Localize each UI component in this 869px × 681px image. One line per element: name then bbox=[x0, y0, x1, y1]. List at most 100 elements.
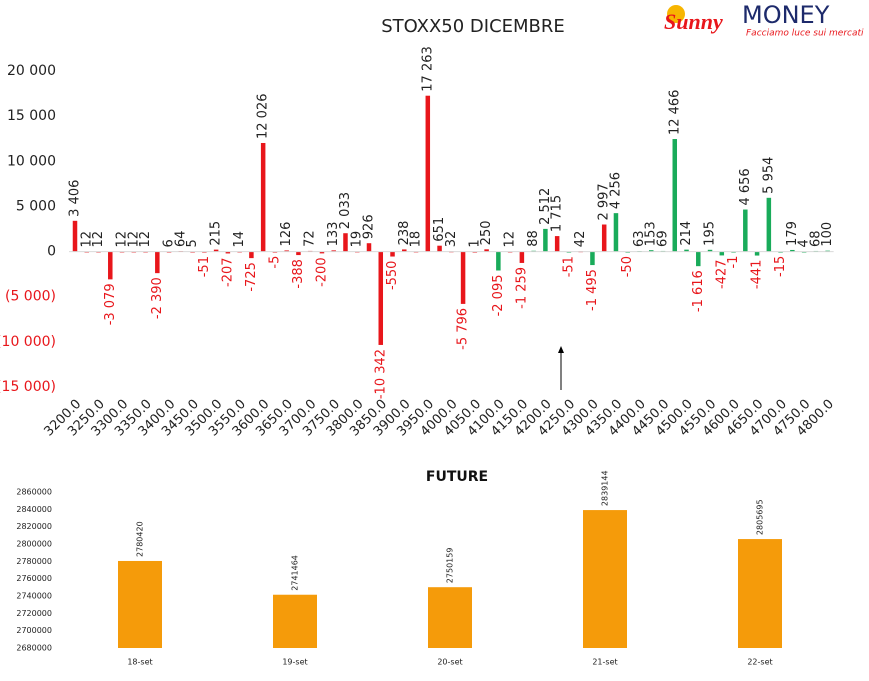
data-label: 32 bbox=[444, 231, 459, 248]
data-label: 4 656 bbox=[738, 168, 753, 205]
logo-sun bbox=[667, 5, 685, 23]
data-label: -3 079 bbox=[103, 283, 118, 325]
data-label: 4 bbox=[797, 239, 812, 247]
data-label: 2 512 bbox=[538, 188, 553, 225]
data-label: 126 bbox=[279, 222, 294, 247]
data-label: 12 bbox=[115, 231, 130, 248]
data-label: 215 bbox=[209, 221, 224, 246]
data-label: 2805695 bbox=[756, 499, 765, 535]
data-label: 3 406 bbox=[68, 180, 83, 217]
data-label: 12 bbox=[91, 231, 106, 248]
data-label: 5 954 bbox=[761, 157, 776, 194]
data-label: -427 bbox=[714, 259, 729, 289]
bar bbox=[118, 560, 162, 648]
y-tick-label: (15 000) bbox=[0, 379, 56, 395]
bar bbox=[425, 95, 431, 252]
bar bbox=[684, 249, 689, 252]
data-label: 6 bbox=[162, 239, 177, 247]
y-tick-label: 2800000 bbox=[16, 540, 52, 549]
data-label: 14 bbox=[232, 231, 247, 248]
bar bbox=[754, 251, 760, 256]
data-label: 179 bbox=[785, 221, 800, 246]
data-label: 12 026 bbox=[256, 93, 271, 139]
y-tick-label: 2720000 bbox=[16, 609, 52, 618]
logo: Sunny MONEY Facciamo luce sui mercati bbox=[664, 1, 864, 39]
data-label: 133 bbox=[326, 222, 341, 247]
bar bbox=[319, 251, 325, 254]
data-label: 153 bbox=[644, 221, 659, 246]
data-label: 1 bbox=[467, 239, 482, 247]
bar bbox=[378, 251, 384, 345]
bar bbox=[437, 245, 442, 252]
y-tick-label: 0 bbox=[47, 244, 56, 260]
bar bbox=[543, 228, 548, 252]
bar bbox=[601, 224, 607, 252]
data-label: -550 bbox=[385, 261, 400, 291]
bar bbox=[249, 251, 254, 259]
data-label: 68 bbox=[808, 230, 823, 247]
bar bbox=[484, 249, 489, 252]
x-tick-label: 20-set bbox=[437, 658, 462, 667]
data-label: -5 796 bbox=[456, 308, 471, 350]
bar bbox=[554, 236, 560, 252]
bar bbox=[496, 251, 501, 271]
data-label: 2780420 bbox=[136, 521, 145, 557]
bar bbox=[155, 251, 160, 274]
data-label: -207 bbox=[220, 257, 235, 287]
data-label: 88 bbox=[526, 230, 541, 247]
data-label: -441 bbox=[750, 260, 765, 290]
chart-title: STOXX50 DICEMBRE bbox=[381, 16, 565, 37]
x-tick-label: 18-set bbox=[127, 658, 152, 667]
data-label: 651 bbox=[432, 217, 447, 242]
y-tick-label: 2680000 bbox=[16, 644, 52, 653]
x-tick-label: 19-set bbox=[282, 658, 307, 667]
y-tick-label: 2740000 bbox=[16, 592, 52, 601]
data-label: 12 bbox=[79, 231, 94, 248]
y-tick-label: 2780000 bbox=[16, 557, 52, 566]
data-label: 17 263 bbox=[420, 46, 435, 92]
bar bbox=[648, 250, 654, 252]
bar bbox=[273, 594, 317, 648]
data-label: 1 715 bbox=[550, 195, 565, 232]
data-label: -15 bbox=[773, 256, 788, 277]
data-label: 2741464 bbox=[291, 555, 300, 591]
bar bbox=[366, 243, 372, 252]
bar bbox=[390, 251, 395, 257]
bar bbox=[672, 139, 678, 252]
data-label: 64 bbox=[173, 230, 188, 247]
y-tick-label: 2700000 bbox=[16, 626, 52, 635]
data-label: 63 bbox=[632, 230, 647, 247]
y-tick-label: 10 000 bbox=[7, 153, 56, 169]
data-label: -51 bbox=[197, 256, 212, 277]
y-tick-label: 20 000 bbox=[7, 63, 56, 79]
y-tick-label: (10 000) bbox=[0, 334, 56, 350]
data-label: 12 466 bbox=[667, 90, 682, 136]
data-label: 214 bbox=[679, 221, 694, 246]
bar bbox=[743, 209, 748, 252]
chart-title: FUTURE bbox=[426, 469, 488, 485]
bar bbox=[766, 197, 772, 252]
bar bbox=[613, 213, 619, 252]
bar bbox=[719, 251, 725, 256]
data-label: -725 bbox=[244, 262, 259, 292]
data-label: 238 bbox=[397, 221, 412, 246]
logo-name: MONEY bbox=[742, 1, 830, 29]
data-label: 2 997 bbox=[597, 183, 612, 220]
data-label: 12 bbox=[138, 231, 153, 248]
x-tick-label: 21-set bbox=[592, 658, 617, 667]
logo-tagline: Facciamo luce sui mercati bbox=[746, 29, 864, 39]
data-label: 42 bbox=[573, 231, 588, 248]
data-label: 926 bbox=[362, 214, 377, 239]
bar bbox=[707, 249, 713, 252]
data-label: -1 495 bbox=[585, 269, 600, 311]
bar bbox=[108, 251, 113, 280]
bar bbox=[590, 251, 595, 266]
bar bbox=[790, 249, 795, 252]
data-label: 250 bbox=[479, 220, 494, 245]
bar bbox=[460, 251, 466, 304]
data-label: 195 bbox=[703, 221, 718, 246]
y-tick-label: 5 000 bbox=[16, 198, 56, 214]
data-label: -51 bbox=[561, 256, 576, 277]
data-label: 2750159 bbox=[446, 548, 455, 584]
